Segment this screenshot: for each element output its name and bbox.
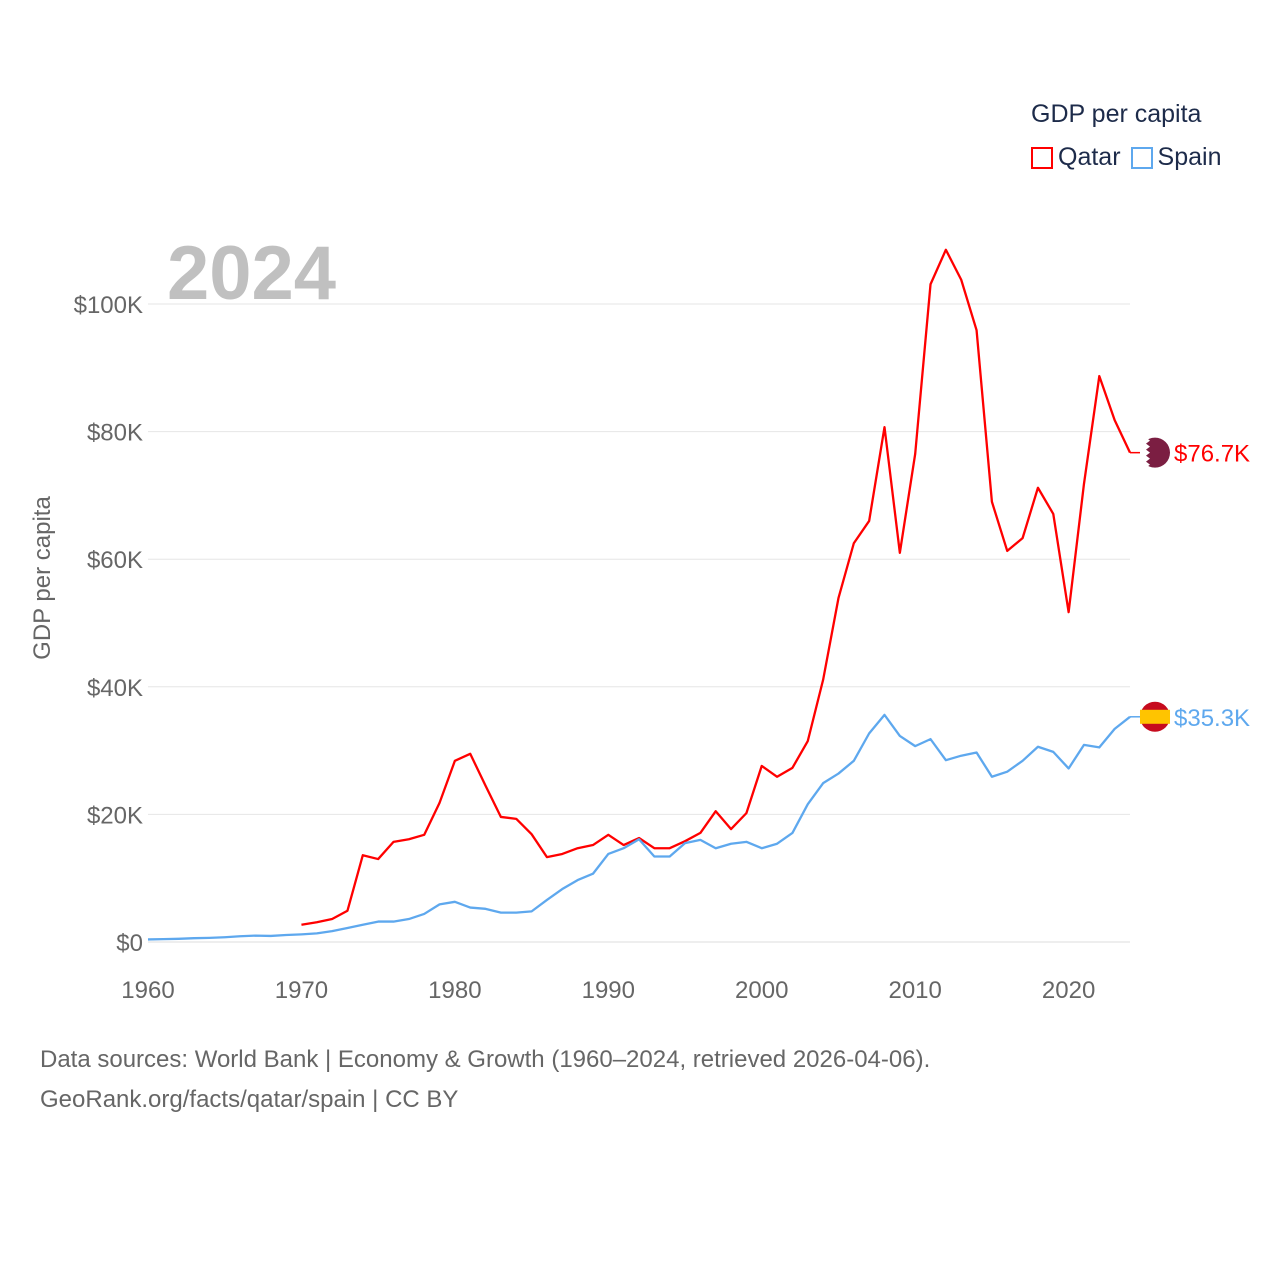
legend-label: Spain bbox=[1157, 143, 1222, 171]
y-tick-label: $0 bbox=[116, 930, 143, 957]
y-axis-label: GDP per capita bbox=[29, 496, 56, 660]
end-value-label: $35.3K bbox=[1174, 705, 1250, 732]
y-tick-label: $80K bbox=[87, 420, 143, 447]
x-tick-label: 1980 bbox=[428, 977, 481, 1004]
y-tick-label: $20K bbox=[87, 802, 143, 829]
year-label: 2024 bbox=[167, 231, 337, 316]
x-tick-label: 1990 bbox=[582, 977, 635, 1004]
legend-item-qatar[interactable]: Qatar bbox=[1031, 143, 1121, 172]
spain-swatch bbox=[1130, 146, 1153, 169]
end-value-label: $76.7K bbox=[1174, 441, 1250, 468]
legend-label: Qatar bbox=[1058, 143, 1121, 171]
x-tick-label: 1960 bbox=[121, 977, 174, 1004]
y-tick-label: $60K bbox=[87, 547, 143, 574]
qatar-flag-serration bbox=[1140, 437, 1150, 468]
x-tick-label: 2010 bbox=[888, 977, 941, 1004]
qatar-swatch bbox=[1031, 146, 1053, 169]
data-source-text: Data sources: World Bank | Economy & Gro… bbox=[40, 1046, 931, 1073]
legend-title: GDP per capita bbox=[1031, 100, 1202, 128]
y-tick-label: $100K bbox=[74, 292, 143, 319]
legend-item-spain[interactable]: Spain bbox=[1130, 143, 1222, 172]
y-tick-label: $40K bbox=[87, 675, 143, 702]
series-line-qatar bbox=[301, 248, 1132, 926]
x-tick-label: 2000 bbox=[735, 977, 788, 1004]
attribution-text: GeoRank.org/facts/qatar/spain | CC BY bbox=[40, 1086, 459, 1113]
series-line-spain bbox=[147, 713, 1131, 941]
spain-flag-band bbox=[1140, 709, 1170, 724]
x-tick-label: 1970 bbox=[275, 977, 328, 1004]
x-tick-label: 2020 bbox=[1042, 977, 1095, 1004]
legend: Qatar Spain bbox=[1031, 143, 1221, 172]
